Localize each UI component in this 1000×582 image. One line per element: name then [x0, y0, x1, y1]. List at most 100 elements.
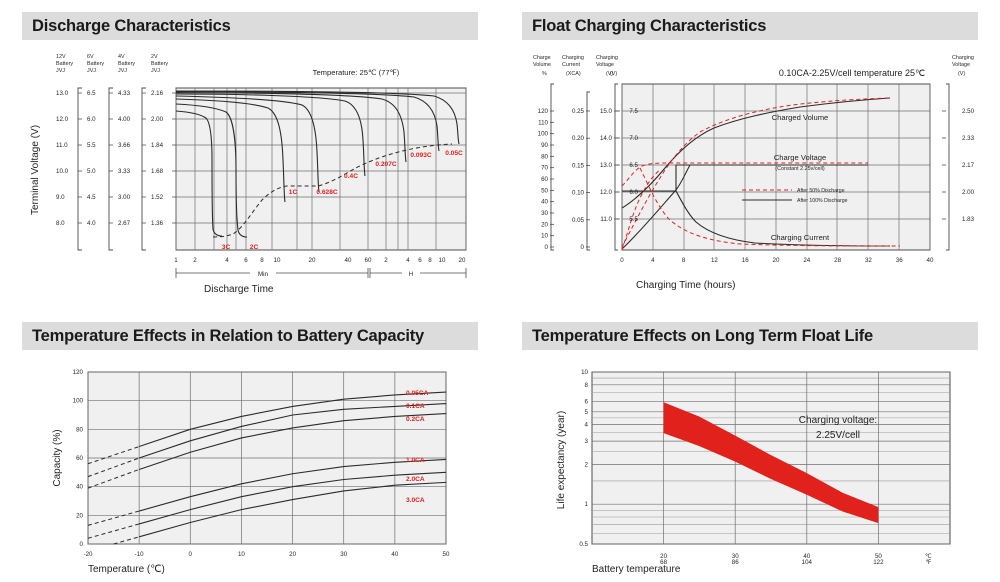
y-axis-group: Charge Volume % 120110100908070605040302…	[533, 55, 639, 251]
svg-text:2: 2	[585, 461, 589, 468]
panel-temperature-effects-capacity: Temperature Effects in Relation to Batte…	[0, 310, 500, 582]
svg-text:4: 4	[585, 422, 589, 429]
svg-text:40: 40	[391, 551, 398, 558]
svg-text:110: 110	[538, 119, 548, 126]
x-axis-title: Charging Time (hours)	[636, 280, 735, 291]
svg-text:8: 8	[428, 257, 432, 264]
svg-text:6.5: 6.5	[629, 162, 638, 169]
svg-text:70: 70	[541, 165, 548, 172]
svg-text:24: 24	[803, 257, 810, 264]
svg-text:13.0: 13.0	[600, 162, 613, 169]
svg-text:40: 40	[76, 484, 83, 491]
svg-text:28: 28	[834, 257, 841, 264]
y-axis-4v: 4V Battery JVJ 4.33 4.00 3.66 3.33 3.00 …	[118, 54, 146, 251]
svg-text:JVJ: JVJ	[56, 68, 65, 74]
chart-discharge: 3C 2C 1C 0.628C 0.4C 0.207C 0.093C 0.05C…	[0, 0, 500, 295]
svg-text:14.0: 14.0	[600, 135, 613, 142]
svg-text:1.52: 1.52	[151, 194, 164, 201]
svg-text:1.36: 1.36	[151, 220, 164, 227]
panel-discharge-characteristics: Discharge Characteristics	[0, 0, 500, 310]
y-axis-cell-voltage: (V) 7.5 7.0 6.5 6.0 5.5	[610, 71, 639, 223]
svg-text:36: 36	[896, 257, 903, 264]
svg-text:2.00: 2.00	[962, 189, 975, 196]
svg-text:20: 20	[289, 551, 296, 558]
panel-title-capacity: Temperature Effects in Relation to Batte…	[32, 326, 425, 345]
svg-text:Volume: Volume	[533, 62, 551, 68]
legend-label-50: After 50% Discharge	[797, 188, 845, 194]
svg-text:15.0: 15.0	[600, 108, 613, 115]
svg-text:90: 90	[541, 142, 548, 149]
svg-text:3.00: 3.00	[118, 194, 131, 201]
svg-text:3.0CA: 3.0CA	[406, 497, 425, 504]
svg-text:Charge: Charge	[533, 55, 551, 61]
svg-text:4: 4	[651, 257, 655, 264]
svg-text:5: 5	[585, 409, 589, 416]
x-axis-title: Discharge Time	[204, 284, 274, 295]
svg-text:2V: 2V	[151, 54, 158, 60]
panel-temperature-effects-float-life: Temperature Effects on Long Term Float L…	[500, 310, 1000, 582]
svg-text:JVJ: JVJ	[151, 68, 160, 74]
svg-text:11.0: 11.0	[600, 216, 612, 223]
svg-text:2.17: 2.17	[962, 162, 975, 169]
svg-text:20: 20	[660, 553, 667, 560]
svg-text:12.0: 12.0	[600, 189, 613, 196]
svg-text:8: 8	[260, 257, 264, 264]
x-axis-title: Temperature (℃)	[88, 564, 165, 575]
y-axis-right-charging-voltage: Charging Voltage (V) 2.50 2.33 2.17 2.00 1.8…	[942, 55, 975, 251]
svg-text:2.16: 2.16	[151, 90, 164, 97]
svg-text:Voltage: Voltage	[596, 62, 614, 68]
svg-text:20: 20	[541, 221, 548, 228]
svg-text:32: 32	[865, 257, 872, 264]
svg-text:10.0: 10.0	[56, 168, 69, 175]
svg-text:10: 10	[581, 369, 588, 376]
svg-text:100: 100	[73, 398, 84, 405]
svg-text:20: 20	[309, 257, 316, 264]
svg-text:50: 50	[443, 551, 450, 558]
panel-float-charging-characteristics: Float Charging Characteristics	[500, 0, 1000, 310]
svg-text:0: 0	[581, 244, 585, 251]
y-tick-labels: 120 100 80 60 40 20 0	[73, 369, 84, 548]
panel-header-floatlife: Temperature Effects on Long Term Float L…	[522, 322, 978, 350]
svg-text:104: 104	[802, 559, 813, 566]
svg-text:120: 120	[73, 369, 84, 376]
svg-text:12.0: 12.0	[56, 116, 69, 123]
grid-horizontal	[176, 92, 466, 224]
svg-text:Battery: Battery	[56, 61, 73, 67]
svg-text:(V): (V)	[610, 71, 617, 77]
svg-text:6.0: 6.0	[87, 116, 96, 123]
svg-text:0.20: 0.20	[572, 135, 585, 142]
svg-text:9.0: 9.0	[56, 194, 65, 201]
y-axis-6v: 6V Battery JVJ 6.5 6.0 5.5 5.0 4.5 4.0	[87, 54, 113, 251]
svg-text:100: 100	[538, 131, 549, 138]
svg-text:0.05C: 0.05C	[445, 150, 463, 157]
svg-text:3C: 3C	[222, 244, 231, 251]
svg-text:30: 30	[732, 553, 739, 560]
svg-text:40: 40	[345, 257, 352, 264]
svg-text:10: 10	[274, 257, 281, 264]
svg-text:6V: 6V	[87, 54, 94, 60]
svg-text:Min: Min	[258, 271, 269, 278]
svg-text:4: 4	[225, 257, 229, 264]
svg-text:2.67: 2.67	[118, 220, 131, 227]
svg-text:10: 10	[238, 551, 245, 558]
y-axis-title: Capacity (%)	[52, 429, 63, 486]
svg-text:5.0: 5.0	[87, 168, 96, 175]
svg-text:1: 1	[585, 501, 589, 508]
svg-text:3.66: 3.66	[118, 142, 131, 149]
legend: After 50% Discharge After 100% Discharge	[742, 188, 848, 204]
svg-text:2.50: 2.50	[962, 108, 975, 115]
svg-text:4.33: 4.33	[118, 90, 131, 97]
svg-text:(XCA): (XCA)	[566, 71, 581, 77]
life-expectancy-band	[663, 402, 879, 524]
y-axis-group: 12V Battery JVJ 13.0 12.0 11.0 10.0 9.0 …	[56, 54, 176, 251]
svg-text:℃: ℃	[925, 553, 932, 560]
svg-text:0.4C: 0.4C	[344, 173, 358, 180]
axis-range-bars: Min H	[175, 268, 467, 278]
y-axis-charging-voltage: Charging Voltage (V) 15.0 14.0 13.0 12.0 11.…	[596, 55, 618, 251]
svg-text:8: 8	[585, 382, 589, 389]
plot-frame	[175, 87, 467, 251]
svg-text:86: 86	[732, 559, 739, 566]
svg-text:3: 3	[585, 438, 589, 445]
